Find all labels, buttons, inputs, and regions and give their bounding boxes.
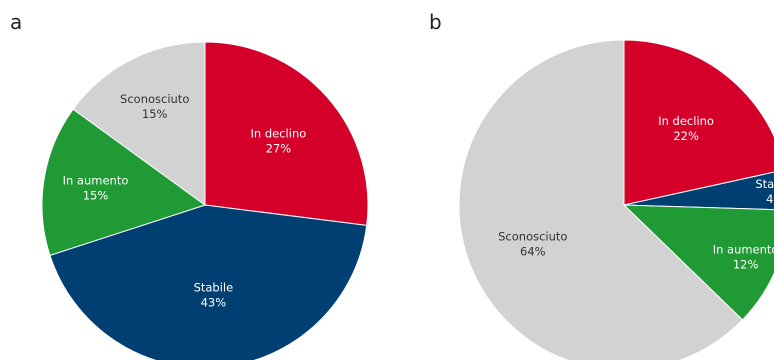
slice-name-label: In aumento <box>713 243 774 257</box>
slice-name-label: Sconosciuto <box>498 230 567 244</box>
slice-value-label: 43% <box>201 295 227 309</box>
slice-name-label: Sconosciuto <box>120 92 189 106</box>
slice-value-label: 27% <box>266 141 292 155</box>
slice-name-label: In declino <box>251 126 307 140</box>
slice-value-label: 64% <box>520 245 546 259</box>
slice-value-label: 15% <box>142 107 168 121</box>
slice-name-label: Stabile <box>194 280 234 294</box>
slice-name-label: Stabile <box>755 177 774 191</box>
slice-value-label: 22% <box>673 129 699 143</box>
slice-value-label: 4% <box>766 192 774 206</box>
panel-label-a: a <box>10 10 23 34</box>
slice-value-label: 12% <box>733 258 759 272</box>
pie-slice-sconosciuto <box>458 39 744 360</box>
pie-slice-in-aumento <box>622 204 774 321</box>
pie-slice-sconosciuto <box>72 41 206 206</box>
panel-label-b: b <box>429 10 442 34</box>
slice-name-label: In aumento <box>63 174 129 188</box>
slice-value-label: 15% <box>83 189 109 203</box>
slice-name-label: In declino <box>658 114 714 128</box>
pie-slice-stabile <box>623 171 774 211</box>
pie-slice-in-declino <box>204 41 369 226</box>
pie-slice-stabile <box>49 204 368 360</box>
pie-slice-in-aumento <box>41 108 207 257</box>
pie-slice-in-declino <box>623 39 774 206</box>
